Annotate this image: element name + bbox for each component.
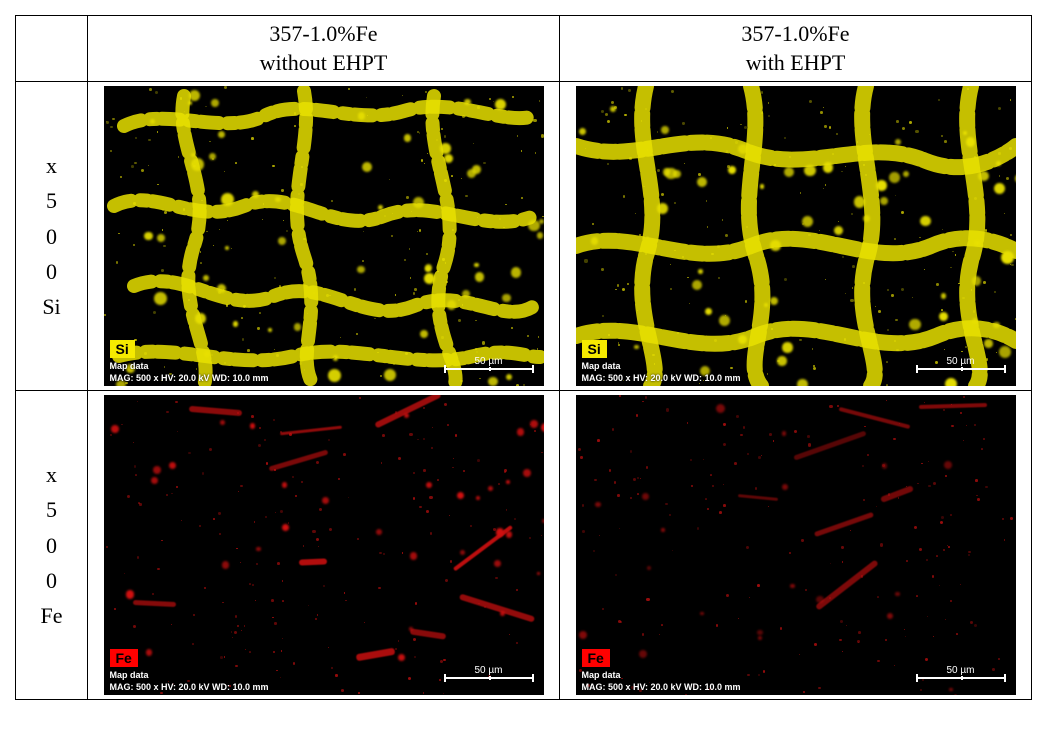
col0-line1: 357-1.0%Fe	[269, 21, 377, 46]
params-label: MAG: 500 x HV: 20.0 kV WD: 10.0 mm	[582, 373, 741, 383]
element-badge: Si	[110, 340, 135, 358]
scale-bar: 50 µm	[444, 356, 534, 370]
panel-si-without: Si Map data MAG: 500 x HV: 20.0 kV WD: 10.…	[104, 86, 544, 386]
figure-table: 357-1.0%Fe without EHPT 357-1.0%Fe with …	[15, 15, 1032, 700]
image-cell: Si Map data MAG: 500 x HV: 20.0 kV WD: 10.…	[560, 82, 1032, 391]
table-row: x500Si Si Map data MAG: 500 x HV: 20.0 kV W…	[16, 82, 1032, 391]
table-row: x500Fe Fe Map data MAG: 500 x HV: 20.0 kV W…	[16, 391, 1032, 700]
params-label: MAG: 500 x HV: 20.0 kV WD: 10.0 mm	[110, 373, 269, 383]
mapdata-label: Map data	[110, 670, 149, 680]
panel-fe-without: Fe Map data MAG: 500 x HV: 20.0 kV WD: 10.…	[104, 395, 544, 695]
scale-label: 50 µm	[947, 665, 975, 676]
panel-si-with: Si Map data MAG: 500 x HV: 20.0 kV WD: 10.…	[576, 86, 1016, 386]
element-badge: Fe	[582, 649, 610, 667]
scale-bar: 50 µm	[916, 356, 1006, 370]
col1-line1: 357-1.0%Fe	[741, 21, 849, 46]
image-cell: Fe Map data MAG: 500 x HV: 20.0 kV WD: 10.…	[88, 391, 560, 700]
scale-label: 50 µm	[475, 356, 503, 367]
scale-label: 50 µm	[947, 356, 975, 367]
row-label-si: x500Si	[16, 82, 88, 391]
params-label: MAG: 500 x HV: 20.0 kV WD: 10.0 mm	[110, 682, 269, 692]
col0-line2: without EHPT	[260, 50, 388, 75]
image-cell: Fe Map data MAG: 500 x HV: 20.0 kV WD: 10.…	[560, 391, 1032, 700]
element-badge: Si	[582, 340, 607, 358]
mapdata-label: Map data	[110, 361, 149, 371]
image-cell: Si Map data MAG: 500 x HV: 20.0 kV WD: 10.…	[88, 82, 560, 391]
params-label: MAG: 500 x HV: 20.0 kV WD: 10.0 mm	[582, 682, 741, 692]
scale-label: 50 µm	[475, 665, 503, 676]
mapdata-label: Map data	[582, 361, 621, 371]
scale-bar: 50 µm	[916, 665, 1006, 679]
corner-cell	[16, 16, 88, 82]
panel-fe-with: Fe Map data MAG: 500 x HV: 20.0 kV WD: 10.…	[576, 395, 1016, 695]
col1-line2: with EHPT	[746, 50, 846, 75]
col-header-without: 357-1.0%Fe without EHPT	[88, 16, 560, 82]
element-badge: Fe	[110, 649, 138, 667]
scale-bar: 50 µm	[444, 665, 534, 679]
mapdata-label: Map data	[582, 670, 621, 680]
header-row: 357-1.0%Fe without EHPT 357-1.0%Fe with …	[16, 16, 1032, 82]
row-label-fe: x500Fe	[16, 391, 88, 700]
col-header-with: 357-1.0%Fe with EHPT	[560, 16, 1032, 82]
